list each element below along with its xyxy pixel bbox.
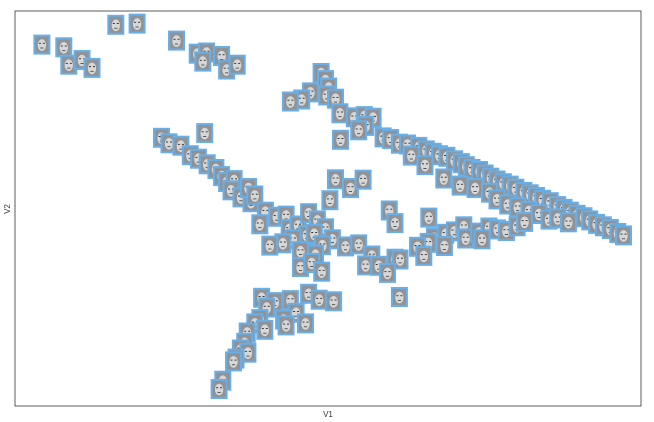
data-point — [327, 169, 344, 190]
y-axis-label: V2 — [3, 204, 12, 214]
data-point — [60, 54, 78, 75]
data-point — [420, 207, 438, 228]
data-point — [225, 351, 242, 372]
data-point — [281, 91, 299, 112]
data-point — [350, 120, 368, 141]
points-layer — [33, 13, 632, 399]
data-point — [83, 57, 101, 78]
data-point — [516, 211, 534, 232]
data-point — [128, 13, 146, 34]
data-point — [615, 225, 632, 246]
data-point — [337, 236, 354, 257]
x-axis-label: V1 — [323, 410, 333, 419]
data-point — [435, 236, 453, 256]
data-point — [402, 145, 420, 166]
data-point — [321, 190, 339, 211]
data-point — [386, 213, 404, 234]
data-point — [313, 261, 331, 282]
data-point — [168, 30, 185, 51]
data-point — [416, 155, 434, 176]
data-point — [297, 313, 314, 334]
data-point — [261, 235, 279, 256]
data-point — [107, 14, 125, 35]
data-point — [210, 379, 228, 399]
data-point — [457, 228, 475, 249]
data-point — [246, 185, 264, 206]
data-point — [325, 291, 343, 312]
data-point — [33, 34, 51, 55]
data-point — [251, 214, 269, 235]
data-point — [435, 168, 453, 189]
data-point — [415, 245, 433, 266]
data-point — [466, 178, 484, 198]
data-point — [310, 289, 328, 310]
data-point — [256, 319, 274, 340]
data-point — [194, 51, 212, 72]
data-point — [357, 255, 375, 276]
data-point — [55, 37, 73, 58]
data-point — [196, 123, 214, 144]
data-point — [354, 169, 372, 190]
data-point — [331, 103, 349, 124]
data-point — [473, 229, 491, 250]
data-point — [239, 342, 257, 363]
data-point — [332, 129, 349, 150]
data-point — [390, 287, 408, 307]
data-point — [350, 234, 368, 255]
data-point — [228, 54, 246, 75]
data-point — [559, 212, 577, 233]
data-point — [274, 233, 292, 254]
data-point — [379, 262, 396, 283]
data-point — [451, 175, 469, 196]
data-point — [277, 315, 295, 336]
